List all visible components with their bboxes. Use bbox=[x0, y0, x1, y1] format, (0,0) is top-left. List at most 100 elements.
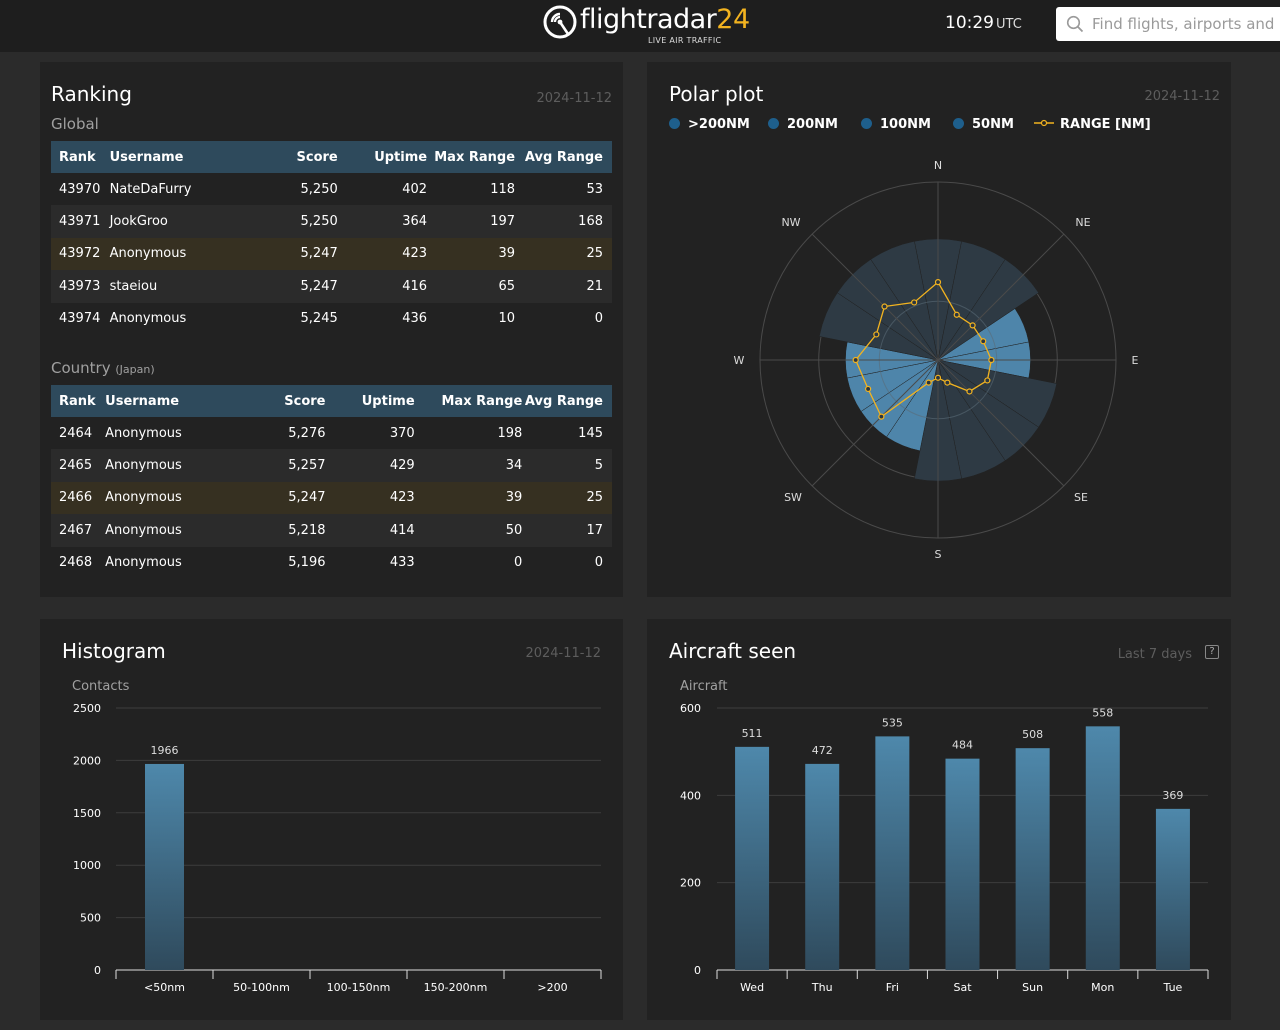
help-icon[interactable]: ? bbox=[1205, 645, 1219, 659]
table-row: 2464 Anonymous 5,276 370 198 145 bbox=[51, 417, 612, 450]
x-tick-label: Thu bbox=[811, 981, 833, 994]
table-cell: 198 bbox=[414, 417, 523, 450]
clock-time: 10:29 bbox=[945, 13, 994, 33]
column-header-uptime[interactable]: Uptime bbox=[337, 141, 428, 173]
polar-direction-label: S bbox=[935, 548, 942, 561]
range-point[interactable] bbox=[878, 413, 885, 420]
column-header-score[interactable]: Score bbox=[215, 385, 326, 417]
country-name: (Japan) bbox=[115, 363, 155, 376]
table-row: 43971 JookGroo 5,250 364 197 168 bbox=[51, 205, 612, 238]
search-box[interactable] bbox=[1056, 7, 1280, 41]
range-point[interactable] bbox=[969, 322, 976, 329]
table-cell: Anonymous bbox=[105, 449, 216, 482]
range-point[interactable] bbox=[911, 299, 918, 306]
table-cell: 39 bbox=[414, 481, 523, 515]
polar-direction-label: SE bbox=[1074, 491, 1088, 504]
table-header-row: Rank Username Score Uptime Max Range Avg Rang… bbox=[51, 385, 612, 417]
table-cell: 2467 bbox=[51, 514, 106, 547]
search-input[interactable] bbox=[1092, 7, 1280, 41]
range-point[interactable] bbox=[925, 379, 932, 386]
table-cell: 145 bbox=[522, 417, 612, 450]
table-cell: 2465 bbox=[51, 449, 106, 482]
column-header-uptime[interactable]: Uptime bbox=[325, 385, 415, 417]
polar-panel: Polar plot 2024-11-12 bbox=[647, 62, 1231, 597]
legend-item-50nm[interactable]: 50NM bbox=[953, 117, 1014, 132]
histogram-chart: Contacts 0 500 1000 1500 2000 2500 1966 <50nm 50-… bbox=[72, 679, 602, 994]
range-point[interactable] bbox=[873, 331, 880, 338]
range-point[interactable] bbox=[881, 303, 888, 310]
table-cell: 197 bbox=[427, 205, 516, 238]
column-header-username[interactable]: Username bbox=[109, 141, 222, 173]
bar-mon[interactable] bbox=[1085, 726, 1120, 970]
table-row: 43974 Anonymous 5,245 436 10 0 bbox=[51, 302, 612, 335]
x-tick-label: 100-150nm bbox=[327, 981, 391, 994]
legend-item-100nm[interactable]: 100NM bbox=[861, 117, 931, 132]
polar-chart: N NE E SE S SW W NW bbox=[734, 159, 1139, 561]
table-cell: Anonymous bbox=[105, 417, 216, 450]
polar-sector-nnw bbox=[870, 240, 939, 361]
bar-data-label: 484 bbox=[952, 739, 973, 752]
range-point[interactable] bbox=[984, 377, 991, 384]
legend-item-over-200nm[interactable]: >200NM bbox=[669, 117, 750, 132]
legend-label: RANGE [NM] bbox=[1060, 117, 1151, 132]
table-cell: staeiou bbox=[109, 270, 222, 303]
range-point[interactable] bbox=[944, 379, 951, 386]
range-point[interactable] bbox=[966, 388, 973, 395]
range-point[interactable] bbox=[988, 356, 995, 364]
legend-item-range[interactable]: RANGE [NM] bbox=[1034, 117, 1151, 132]
column-header-rank[interactable]: Rank bbox=[51, 385, 106, 417]
search-icon[interactable] bbox=[1066, 15, 1084, 33]
x-tick-label: Mon bbox=[1091, 981, 1114, 994]
table-cell: 402 bbox=[337, 173, 428, 206]
bar-tue[interactable] bbox=[1155, 808, 1190, 970]
table-cell: 0 bbox=[522, 546, 612, 579]
legend-item-200nm[interactable]: 200NM bbox=[768, 117, 838, 132]
range-point[interactable] bbox=[934, 374, 942, 381]
table-cell: 43971 bbox=[51, 205, 110, 238]
country-label: Country (Japan) bbox=[51, 359, 155, 377]
bar--50nm[interactable] bbox=[145, 763, 184, 970]
range-point[interactable] bbox=[852, 356, 859, 364]
logo-text: flightradar24 bbox=[580, 4, 750, 35]
flightradar24-logo[interactable]: flightradar24 LIVE AIR TRAFFIC bbox=[542, 0, 750, 50]
polar-direction-label: SW bbox=[784, 491, 802, 504]
range-point[interactable] bbox=[953, 311, 960, 318]
clock-timezone: UTC bbox=[996, 17, 1022, 32]
y-tick-label: 2000 bbox=[73, 754, 101, 767]
range-point[interactable] bbox=[980, 338, 987, 345]
column-header-max-range[interactable]: Max Range bbox=[427, 141, 516, 173]
bar-wed[interactable] bbox=[735, 746, 770, 970]
table-cell: Anonymous bbox=[105, 546, 216, 579]
polar-spoke bbox=[937, 359, 1065, 487]
table-cell: Anonymous bbox=[105, 514, 216, 547]
range-point[interactable] bbox=[865, 385, 872, 393]
polar-date: 2024-11-12 bbox=[1144, 89, 1220, 104]
column-header-max-range[interactable]: Max Range bbox=[414, 385, 523, 417]
aircraft-title: Aircraft seen bbox=[669, 639, 797, 663]
table-row: 43972 Anonymous 5,247 423 39 25 bbox=[51, 237, 612, 271]
histogram-title: Histogram bbox=[62, 639, 166, 663]
range-point[interactable] bbox=[934, 279, 942, 286]
utc-clock: 10:29 UTC bbox=[945, 13, 1022, 33]
bar-sat[interactable] bbox=[945, 758, 980, 970]
bar-thu[interactable] bbox=[805, 763, 840, 970]
table-cell: 65 bbox=[427, 270, 516, 303]
table-row: 43973 staeiou 5,247 416 65 21 bbox=[51, 270, 612, 303]
bar-sun[interactable] bbox=[1015, 748, 1050, 970]
bar-data-label: 472 bbox=[812, 744, 833, 757]
column-header-score[interactable]: Score bbox=[221, 141, 338, 173]
bar-data-label: 535 bbox=[882, 716, 903, 729]
table-cell: 39 bbox=[427, 237, 516, 271]
polar-direction-label: E bbox=[1132, 354, 1139, 367]
x-tick-label: >200 bbox=[537, 981, 567, 994]
table-cell: 5,250 bbox=[221, 205, 338, 238]
table-row: 43970 NateDaFurry 5,250 402 118 53 bbox=[51, 173, 612, 206]
bar-fri[interactable] bbox=[875, 736, 910, 970]
column-header-username[interactable]: Username bbox=[105, 385, 216, 417]
aircraft-period: Last 7 days bbox=[1117, 647, 1192, 662]
column-header-avg-range[interactable]: Avg Range bbox=[515, 141, 612, 173]
column-header-avg-range[interactable]: Avg Range bbox=[522, 385, 612, 417]
column-header-rank[interactable]: Rank bbox=[51, 141, 110, 173]
y-axis-title: Aircraft bbox=[680, 679, 727, 694]
legend-label: >200NM bbox=[688, 117, 750, 132]
